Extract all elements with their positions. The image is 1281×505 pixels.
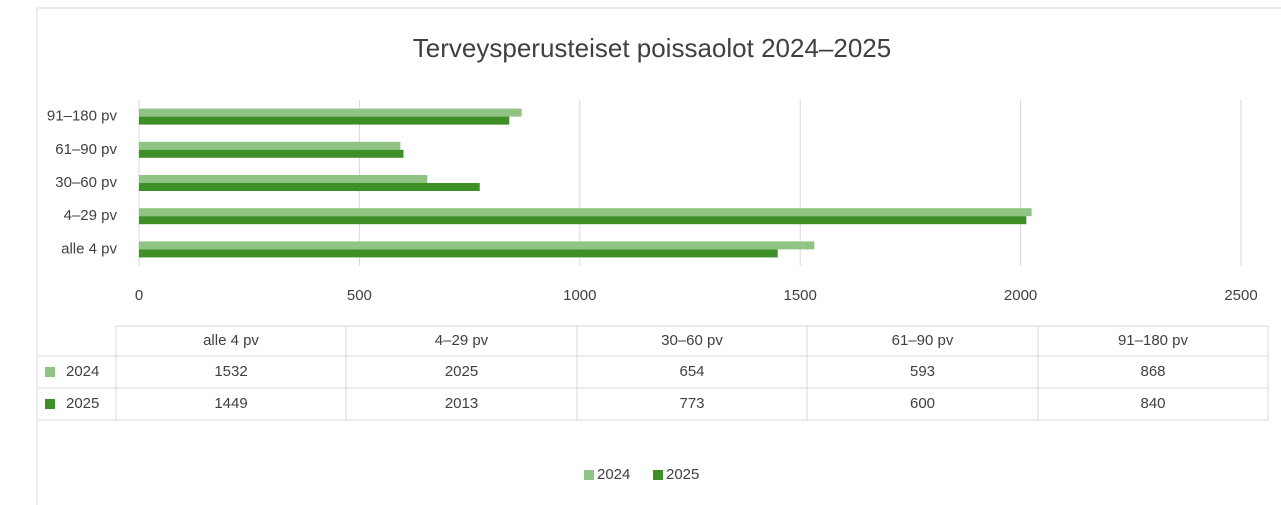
table-row-label: 2025 [66, 395, 99, 412]
bar [139, 183, 480, 191]
table-cell: 654 [679, 363, 704, 380]
bar [139, 108, 522, 117]
y-tick-label: 61–90 pv [55, 141, 117, 158]
table-header: 61–90 pv [892, 332, 954, 349]
legend-key [584, 470, 594, 480]
table-row-label: 2024 [66, 363, 99, 380]
table-cell: 1449 [214, 395, 247, 412]
table-cell: 2025 [445, 363, 478, 380]
x-tick-label: 2500 [1224, 287, 1257, 304]
table-header: 4–29 pv [435, 332, 489, 349]
bar [139, 249, 778, 258]
legend-label: 2025 [666, 466, 699, 483]
table-legend-key [45, 399, 55, 409]
table-legend-key [45, 367, 55, 377]
table-header: 30–60 pv [661, 332, 723, 349]
legend-key [653, 470, 663, 480]
table-header: 91–180 pv [1118, 332, 1189, 349]
x-tick-label: 1000 [563, 287, 596, 304]
table-cell: 2013 [445, 395, 478, 412]
table-cell: 773 [679, 395, 704, 412]
x-tick-label: 1500 [784, 287, 817, 304]
table-header: alle 4 pv [203, 332, 259, 349]
y-tick-label: 30–60 pv [55, 174, 117, 191]
y-tick-label: 4–29 pv [64, 207, 118, 224]
bar [139, 149, 404, 158]
x-tick-label: 0 [135, 287, 143, 304]
table-cell: 593 [910, 363, 935, 380]
x-tick-label: 2000 [1004, 287, 1037, 304]
table-cell: 840 [1140, 395, 1165, 412]
bar [139, 141, 401, 150]
y-tick-label: 91–180 pv [47, 108, 118, 125]
legend-label: 2024 [597, 466, 630, 483]
table-cell: 868 [1140, 363, 1165, 380]
table-cell: 1532 [214, 363, 247, 380]
bar [139, 216, 1027, 225]
bar [139, 116, 510, 125]
chart-title: Terveysperusteiset poissaolot 2024–2025 [413, 33, 891, 63]
table-cell: 600 [910, 395, 935, 412]
bar [139, 208, 1032, 217]
y-tick-label: alle 4 pv [61, 240, 117, 257]
x-tick-label: 500 [347, 287, 372, 304]
bar [139, 175, 428, 183]
bar [139, 241, 815, 250]
